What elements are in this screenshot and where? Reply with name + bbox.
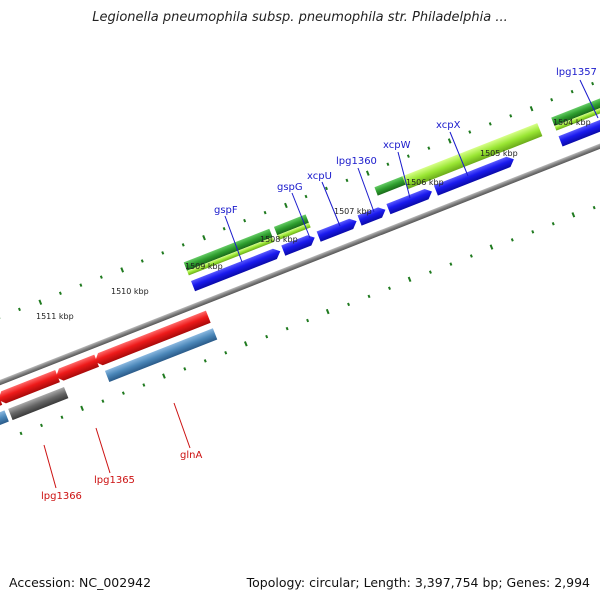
reverse-gene-lane [0,328,218,438]
gene-label-lpg1365[interactable]: lpg1365 [94,475,135,486]
forward-cds-lane [191,97,600,292]
kbp-label-1508: 1508 kbp [260,235,298,244]
gene-gspG-bar[interactable] [273,214,309,236]
gene-lpg1357-bar-light[interactable] [554,93,600,131]
gene-gspF-bar-light[interactable] [186,237,275,276]
gene-label-lpg1366[interactable]: lpg1366 [41,491,82,502]
forward-gene-labels: lpg1357 xcpX xcpW lpg1360 xcpU gspG gspF [214,67,597,216]
accession-label: Accession: NC_002942 [9,575,152,590]
forward-gene-lane [183,84,600,276]
cds-xcpX-arrow[interactable] [433,155,516,196]
genome-backbone [0,112,600,411]
gene-gspF-bar[interactable] [183,228,273,271]
cds-lpg1357-arrow[interactable] [558,97,600,147]
gene-label-lpg1357[interactable]: lpg1357 [556,67,597,78]
cds-lpg1365-arrow[interactable] [53,354,100,383]
gene-label-xcpW[interactable]: xcpW [383,140,411,151]
gene-label-xcpU[interactable]: xcpU [307,171,332,182]
gene-xcpW-bar[interactable] [402,123,543,190]
cds-gspG-arrow[interactable] [281,233,317,256]
gene-lpg1366-bar[interactable] [8,386,69,421]
inner-tick-row [19,205,596,436]
cds-xcpW-arrow[interactable] [386,187,434,215]
map-title: Legionella pneumophila subsp. pneumophil… [92,10,508,25]
gene-label-gspG[interactable]: gspG [277,182,303,193]
kbp-label-1507: 1507 kbp [334,207,372,216]
gene-label-lpg1360[interactable]: lpg1360 [336,156,377,167]
kbp-label-1510: 1510 kbp [111,287,149,296]
forward-label-leaders [224,79,599,263]
outer-tick-row [0,81,595,320]
gene-label-glnA[interactable]: glnA [180,450,202,461]
gene-label-xcpX[interactable]: xcpX [436,120,461,131]
topology-summary: Topology: circular; Length: 3,397,754 bp… [246,575,590,590]
gene-gspG-bar-light[interactable] [277,222,311,240]
reverse-cds-lane [0,310,211,421]
gene-left-bar[interactable] [0,410,9,438]
cds-xcpU-arrow[interactable] [316,217,359,242]
kbp-label-1511: 1511 kbp [36,312,74,321]
cds-glnA-arrow[interactable] [92,310,211,368]
cds-gspF-arrow[interactable] [191,247,282,292]
kbp-label-1504: 1504 kbp [553,118,591,127]
gene-lpg1357-bar[interactable] [551,84,600,127]
kbp-label-1509: 1509 kbp [185,262,223,271]
reverse-label-leaders [43,402,191,489]
gene-label-gspF[interactable]: gspF [214,205,238,216]
gene-glnA-bar[interactable] [104,328,218,382]
kbp-label-1506: 1506 kbp [406,178,444,187]
cds-lpg1360-arrow[interactable] [357,205,388,226]
kbp-labels: 1504 kbp 1505 kbp 1506 kbp 1507 kbp 1508… [36,118,591,321]
reverse-gene-labels: glnA lpg1365 lpg1366 [41,450,202,502]
kbp-label-1505: 1505 kbp [480,149,518,158]
gene-lpg1360-bar[interactable] [374,176,406,196]
cds-lpg1366-arrow[interactable] [0,369,60,406]
